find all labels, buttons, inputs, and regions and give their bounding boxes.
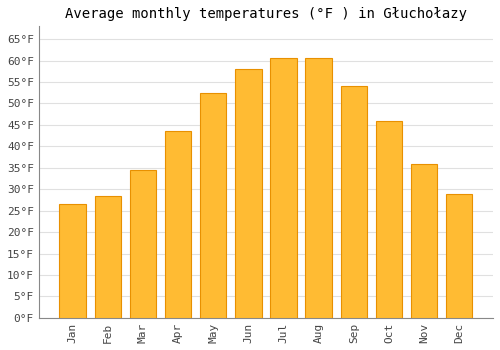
Bar (306, 58, 332, 318)
Bar (200, 93, 226, 318)
Title: Average monthly temperatures (°F ) in Głuchołazy: Average monthly temperatures (°F ) in Gł… (65, 7, 467, 21)
Bar (130, 170, 156, 318)
Bar (60, 204, 86, 318)
Bar (165, 131, 191, 318)
Bar (270, 58, 296, 318)
Bar (411, 163, 438, 318)
Bar (235, 69, 262, 318)
Bar (94, 196, 121, 318)
Bar (446, 194, 472, 318)
Bar (376, 121, 402, 318)
Bar (340, 86, 367, 318)
